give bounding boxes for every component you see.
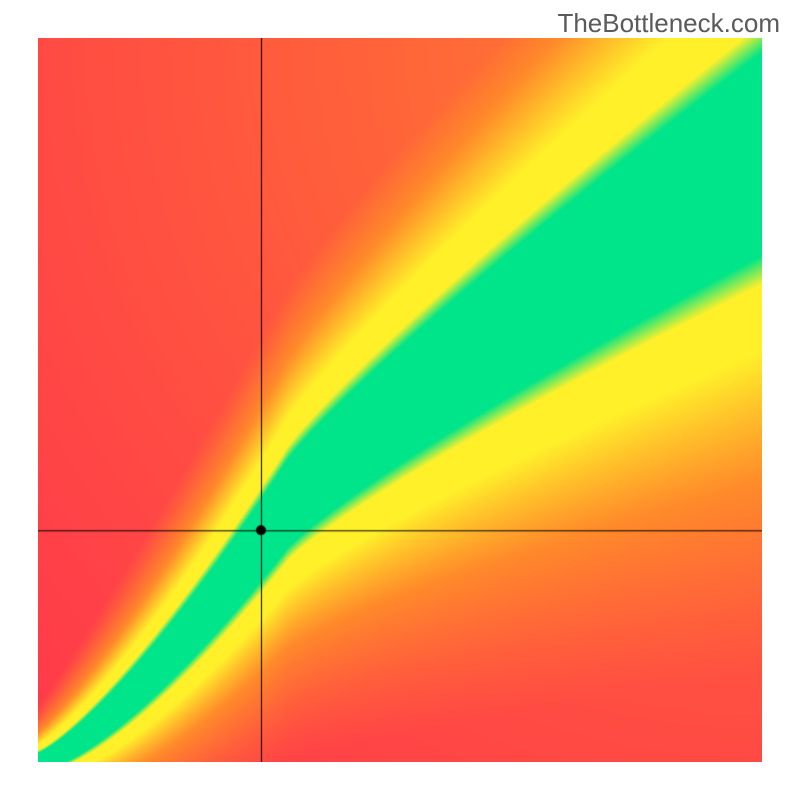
watermark-text: TheBottleneck.com <box>557 8 780 39</box>
heatmap-canvas <box>38 38 762 762</box>
heatmap-plot <box>38 38 762 762</box>
